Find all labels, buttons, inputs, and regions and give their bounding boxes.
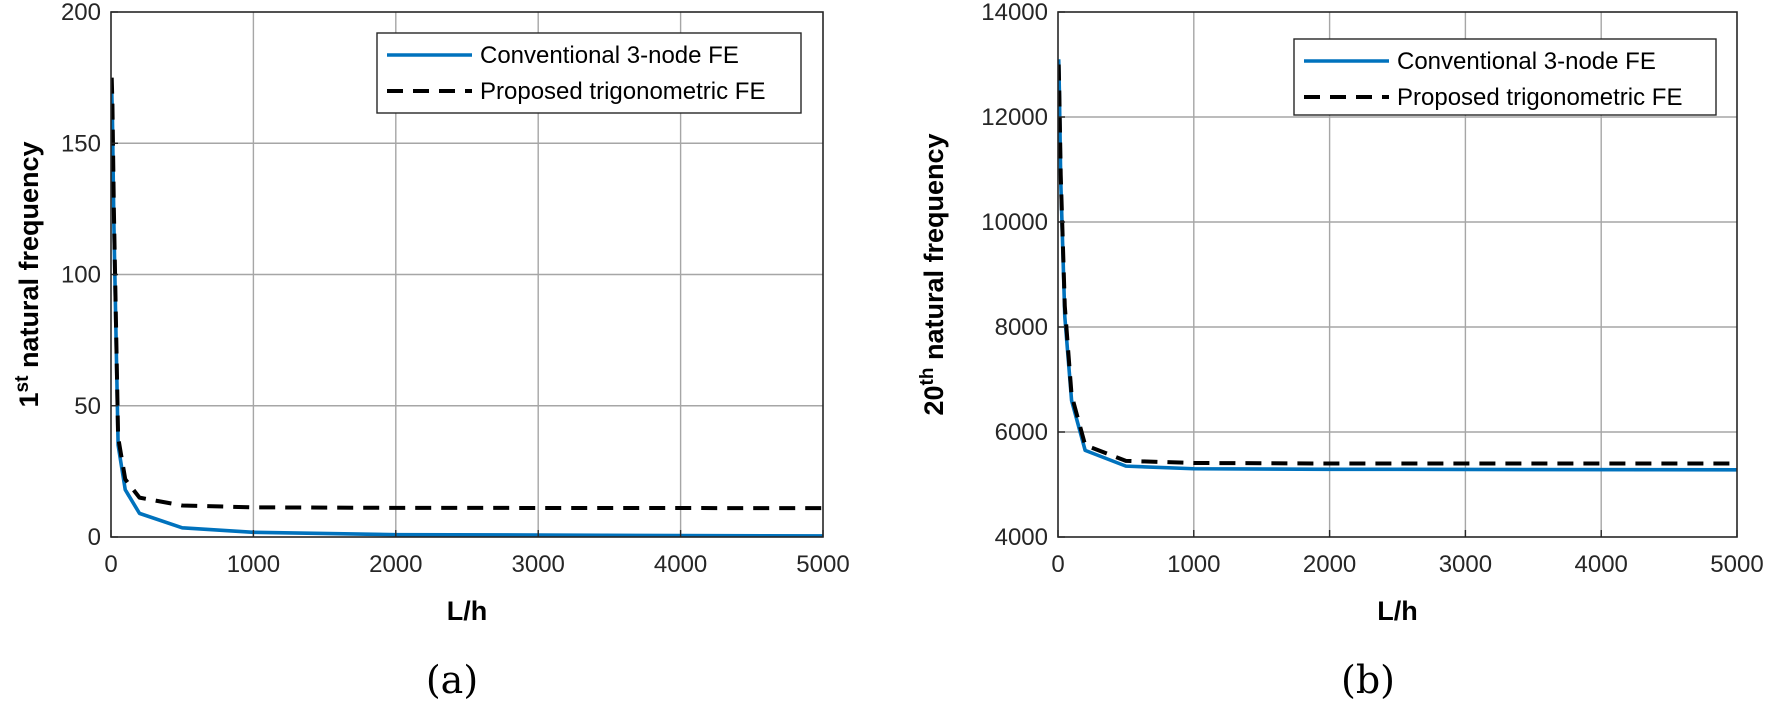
panel-caption: (a)	[426, 658, 478, 702]
y-axis-label-superscript: th	[917, 368, 938, 386]
x-tick-label-2: 2000	[369, 551, 422, 578]
x-tick-label-3: 3000	[1439, 551, 1492, 578]
chart-panel-1: 0 1000 2000 3000 4000 5000 0 50 100 150 200 L/h 1st …	[12, 0, 850, 702]
y-tick-label-2: 100	[61, 262, 101, 289]
y-axis-label-rest: natural frequency	[919, 133, 949, 367]
legend-label-2: Proposed trigonometric FE	[480, 78, 765, 105]
legend-box	[376, 32, 802, 114]
x-tick-label-5: 5000	[1710, 551, 1763, 578]
legend-box	[1293, 38, 1717, 116]
y-tick-label-0: 0	[88, 524, 101, 551]
x-tick-label-0: 0	[1051, 551, 1064, 578]
y-tick-label-4: 200	[61, 0, 101, 26]
x-tick-label-2: 2000	[1303, 551, 1356, 578]
x-tick-label-4: 4000	[654, 551, 707, 578]
y-axis-label-prefix: 20	[919, 385, 949, 415]
panel-caption: (b)	[1341, 658, 1395, 702]
legend-label-1: Conventional 3-node FE	[1397, 48, 1656, 75]
x-tick-label-1: 1000	[1167, 551, 1220, 578]
legend: Conventional 3-node FE Proposed trigonome…	[1293, 38, 1717, 116]
x-tick-label-0: 0	[104, 551, 117, 578]
y-tick-label-4: 12000	[981, 104, 1048, 131]
y-tick-label-1: 50	[74, 393, 101, 420]
x-axis-label: L/h	[447, 596, 488, 626]
x-axis-label: L/h	[1377, 596, 1418, 626]
x-tick-label-1: 1000	[227, 551, 280, 578]
y-axis-label-rest: natural frequency	[14, 142, 44, 376]
y-axis-label: 1st natural frequency	[12, 142, 45, 408]
y-tick-label-3: 10000	[981, 209, 1048, 236]
x-tick-label-4: 4000	[1575, 551, 1628, 578]
series-line-2	[111, 77, 823, 511]
axes-box	[1057, 11, 1738, 538]
legend-label-2: Proposed trigonometric FE	[1397, 84, 1682, 111]
y-tick-label-3: 150	[61, 130, 101, 157]
y-axis-label: 20th natural frequency	[917, 133, 950, 415]
y-tick-label-5: 14000	[981, 0, 1048, 26]
y-axis-label-prefix: 1	[14, 392, 44, 407]
y-tick-label-0: 4000	[995, 524, 1048, 551]
y-tick-label-1: 6000	[995, 419, 1048, 446]
legend: Conventional 3-node FE Proposed trigonome…	[376, 32, 802, 114]
x-tick-label-5: 5000	[796, 551, 849, 578]
y-tick-label-2: 8000	[995, 314, 1048, 341]
y-axis-label-superscript: st	[12, 375, 33, 393]
chart-panel-2: 0 1000 2000 3000 4000 5000 4000 6000 8000 10000 12…	[917, 0, 1764, 702]
x-tick-label-3: 3000	[512, 551, 565, 578]
series-line-1	[1058, 59, 1737, 472]
legend-label-1: Conventional 3-node FE	[480, 42, 739, 69]
